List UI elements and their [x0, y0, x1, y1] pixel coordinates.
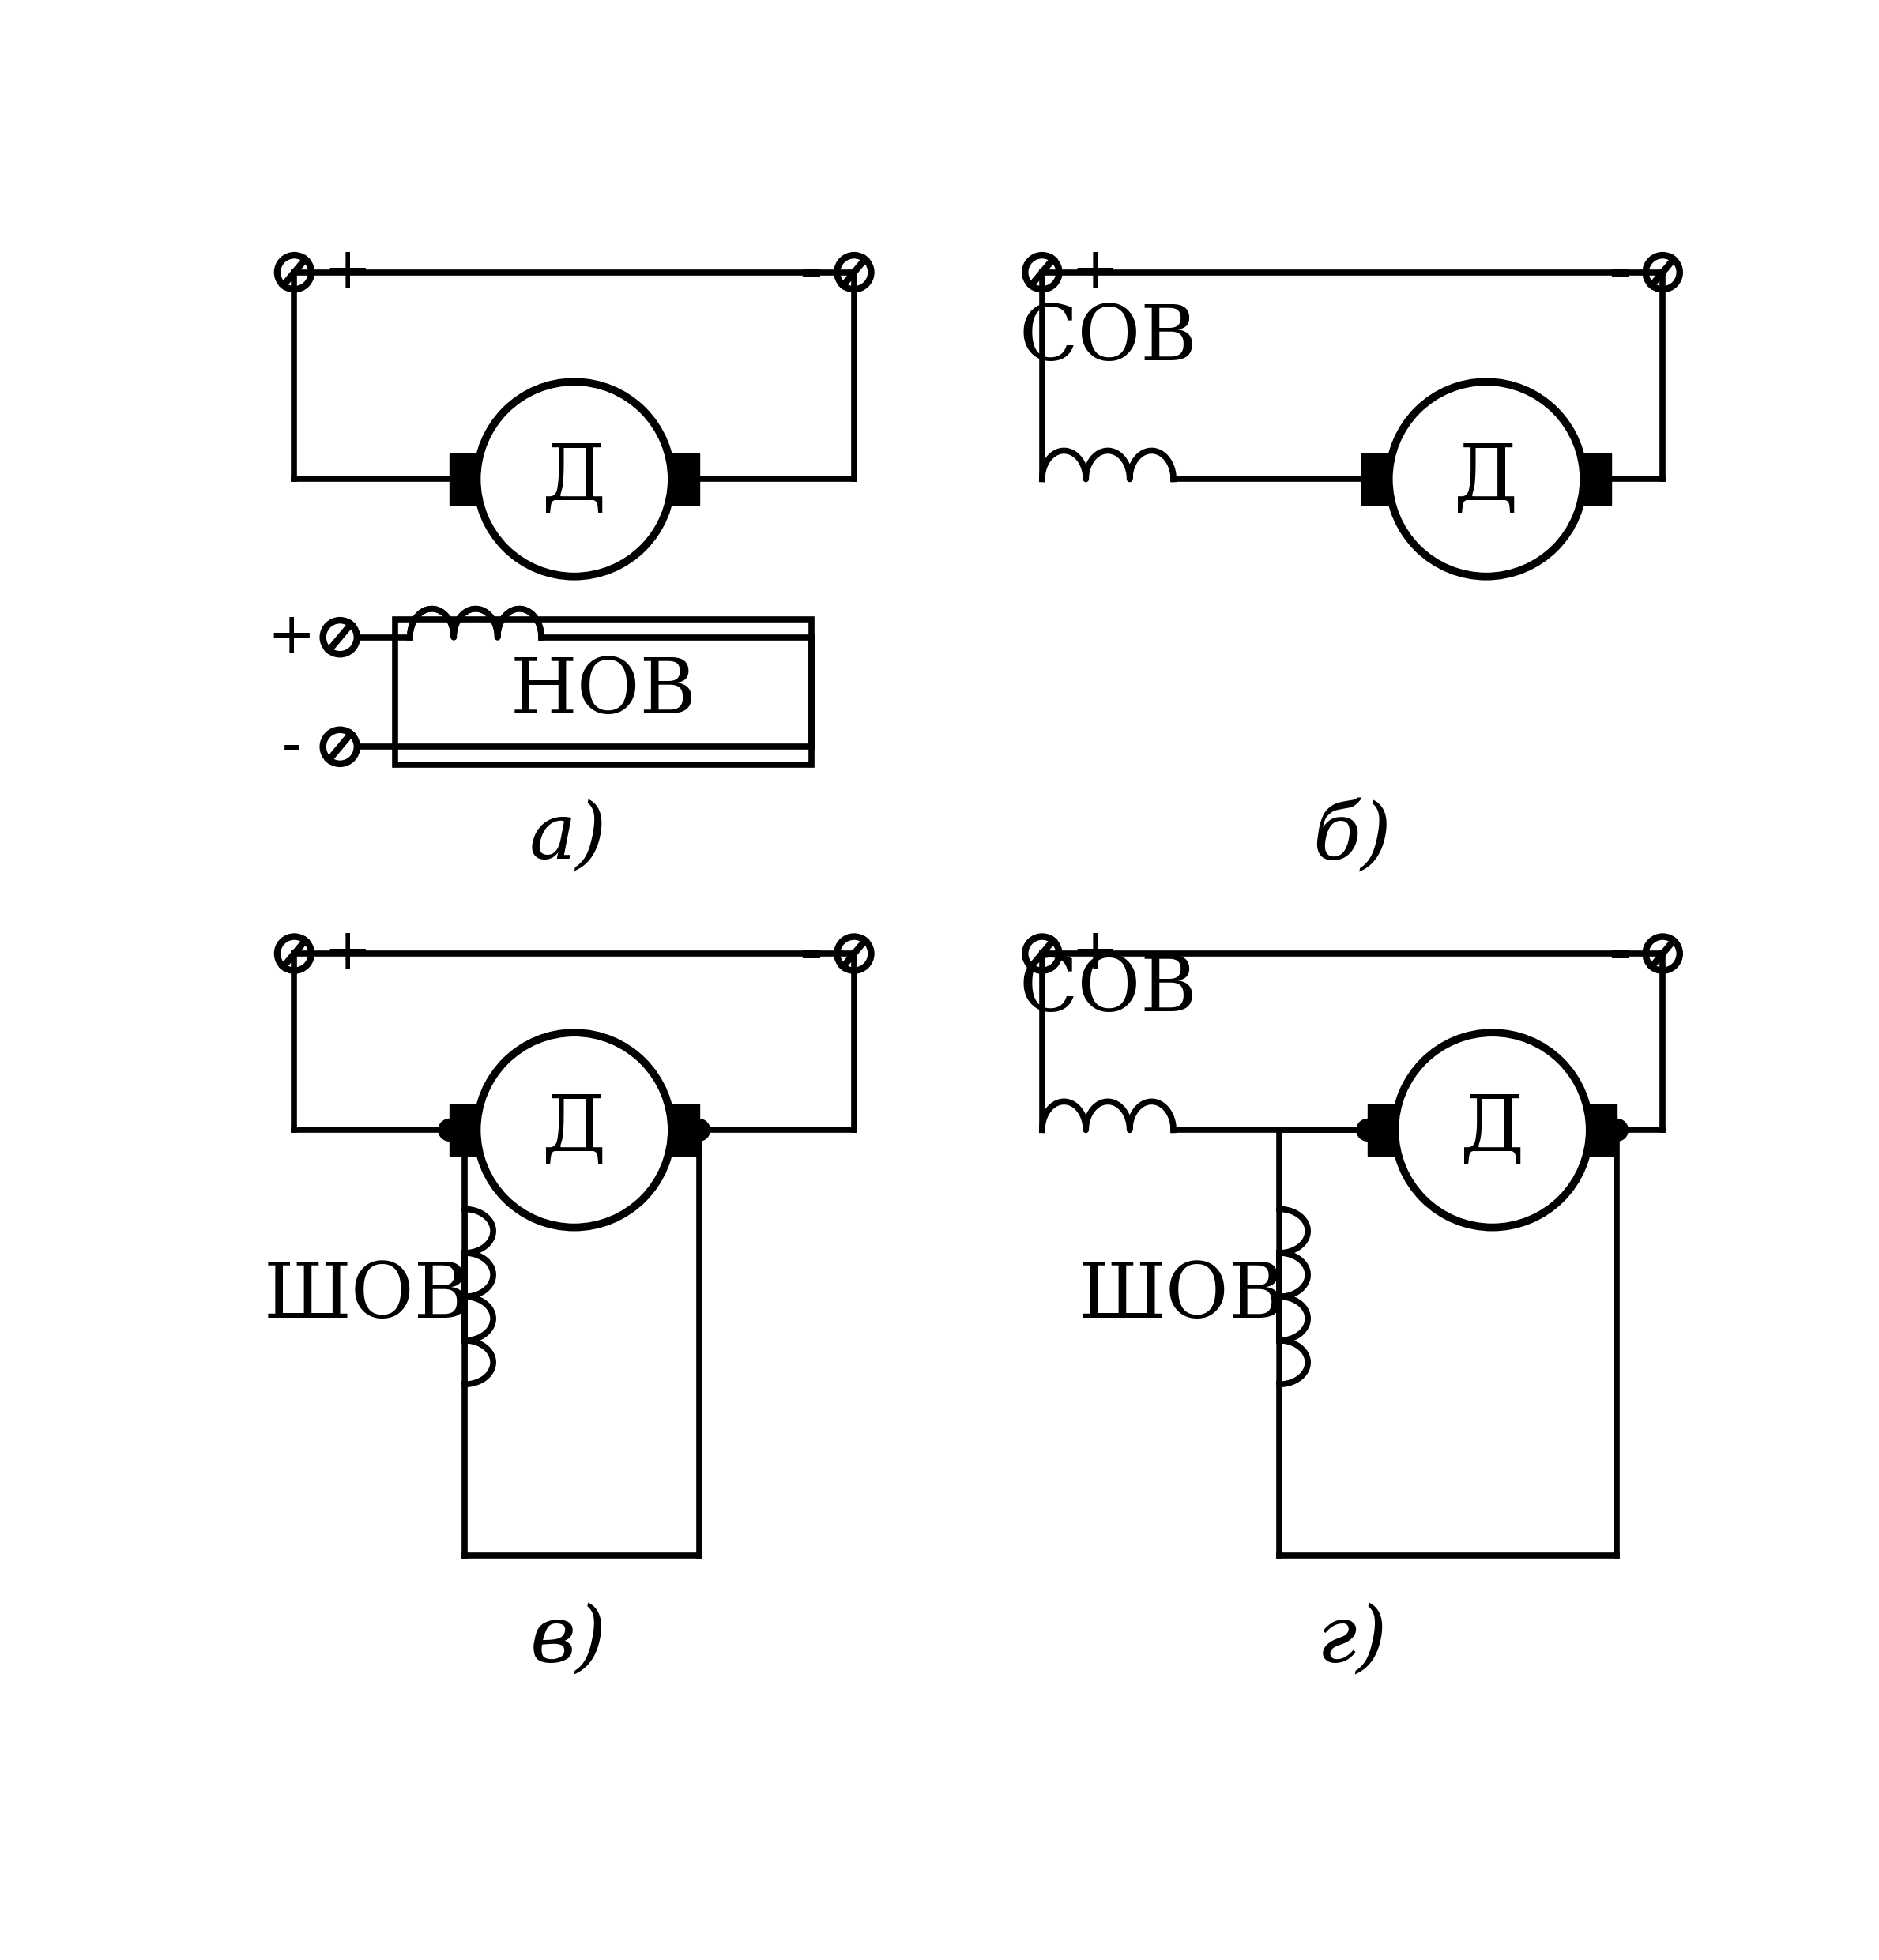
Text: +: +: [267, 610, 316, 664]
Bar: [1590, 1103, 1618, 1156]
Bar: [449, 1103, 477, 1156]
Text: ШОВ: ШОВ: [263, 1260, 472, 1335]
Text: +: +: [323, 925, 372, 982]
Text: СОВ: СОВ: [1018, 302, 1197, 376]
Text: г): г): [1317, 1603, 1389, 1678]
Text: +: +: [1071, 925, 1120, 982]
Bar: [671, 453, 699, 506]
Text: +: +: [1071, 245, 1120, 300]
Text: НОВ: НОВ: [509, 655, 697, 729]
Bar: [395, 619, 812, 764]
Text: +: +: [323, 245, 372, 300]
Text: -: -: [282, 719, 301, 774]
Text: Д: Д: [1460, 1092, 1524, 1168]
Bar: [449, 453, 477, 506]
Text: -: -: [799, 925, 823, 982]
Text: СОВ: СОВ: [1018, 953, 1197, 1027]
Text: в): в): [530, 1603, 607, 1678]
Text: Д: Д: [541, 1092, 607, 1168]
Text: Д: Д: [1454, 441, 1518, 517]
Circle shape: [1357, 1119, 1379, 1141]
Text: а): а): [530, 800, 607, 876]
Bar: [671, 1103, 699, 1156]
Text: ШОВ: ШОВ: [1079, 1260, 1285, 1335]
Bar: [1368, 1103, 1394, 1156]
Text: -: -: [1608, 245, 1631, 300]
Circle shape: [1607, 1119, 1627, 1141]
Text: Д: Д: [541, 441, 607, 517]
Text: б): б): [1313, 800, 1392, 876]
Bar: [1362, 453, 1389, 506]
Circle shape: [438, 1119, 460, 1141]
Bar: [1584, 453, 1610, 506]
Circle shape: [688, 1119, 710, 1141]
Text: -: -: [1608, 925, 1631, 982]
Text: -: -: [799, 245, 823, 300]
